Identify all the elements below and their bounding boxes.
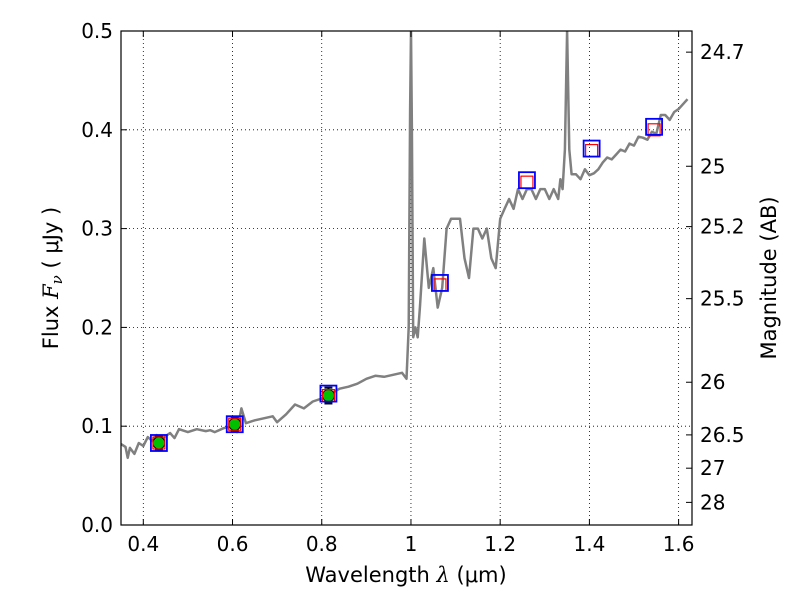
model-point-red (152, 436, 166, 450)
x-tick-label: 1 (405, 532, 418, 556)
y2-tick-label: 28 (700, 490, 725, 514)
marker-layer (150, 117, 663, 452)
grid-lines (121, 30, 692, 526)
y-axis-title: Flux Fν ( μJy ) (39, 207, 66, 349)
x-axis-title: Wavelength λ (μm) (305, 563, 506, 587)
x-tick-label: 1.4 (573, 532, 605, 556)
model-point-red (585, 143, 599, 158)
y2-tick-label: 25 (700, 154, 725, 178)
y2-tick-label: 24.7 (700, 40, 745, 64)
observed-point (152, 436, 166, 450)
y2-tick-label: 27 (700, 456, 725, 480)
model-point-red (520, 175, 534, 189)
x-tick-label: 1.6 (663, 532, 695, 556)
y2-tick-label: 25.5 (700, 287, 745, 311)
y2-tick-label: 25.2 (700, 215, 745, 239)
y2-tick-label: 26.5 (700, 423, 745, 447)
y2-tick-label: 26 (700, 370, 725, 394)
spectrum-line (121, 31, 689, 460)
model-point-blue (518, 171, 536, 190)
model-point-blue (431, 274, 449, 292)
y-axis-ticks: 0.0 0.1 0.2 0.3 0.4 0.5 (81, 19, 127, 537)
y-tick-label: 0.2 (81, 315, 113, 339)
model-point-blue (319, 384, 338, 403)
x-tick-label: 0.4 (127, 532, 159, 556)
x-tick-label: 0.6 (217, 532, 249, 556)
model-point-blue (645, 117, 663, 136)
x-tick-label: 1.2 (484, 532, 516, 556)
model-spectrum-layer (121, 31, 689, 460)
y-tick-label: 0.1 (81, 414, 113, 438)
model-point-red (228, 417, 242, 431)
model-point-red (647, 123, 661, 137)
y2-axis-title: Magnitude (AB) (757, 196, 781, 359)
y2-axis-ticks: 24.7 25 25.2 25.5 26 26.5 27 28 (686, 40, 745, 514)
y-tick-label: 0.5 (81, 19, 113, 43)
model-point-blue (225, 415, 244, 434)
y-tick-label: 0.0 (81, 513, 113, 537)
x-tick-label: 0.8 (306, 532, 338, 556)
observed-point (321, 389, 335, 403)
model-point-blue (582, 139, 601, 158)
plot-frame (120, 30, 693, 526)
model-point-blue (150, 434, 168, 452)
y-tick-label: 0.3 (81, 217, 113, 241)
y-tick-label: 0.4 (81, 118, 113, 142)
observed-point (228, 417, 242, 431)
x-axis-ticks: 0.4 0.6 0.8 1 1.2 1.4 1.6 (127, 31, 695, 556)
